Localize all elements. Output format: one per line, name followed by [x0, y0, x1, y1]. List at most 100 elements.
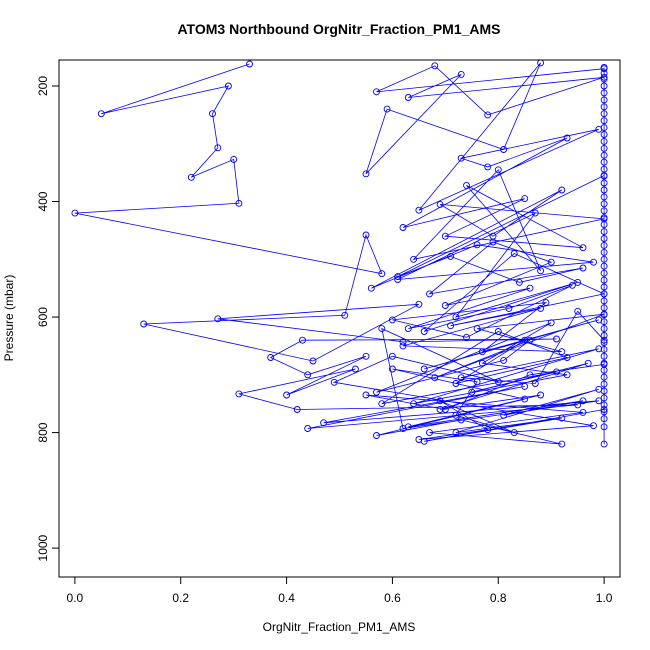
data-point	[590, 258, 597, 266]
data-point	[341, 311, 349, 319]
data-point	[600, 124, 608, 132]
data-point	[600, 387, 608, 395]
data-point	[600, 158, 608, 166]
data-point	[600, 290, 608, 298]
data-point	[600, 89, 608, 97]
data-point	[600, 373, 608, 381]
data-point	[362, 391, 370, 399]
data-point	[547, 258, 555, 266]
data-point	[235, 390, 243, 398]
data-point	[600, 117, 608, 125]
data-point	[378, 270, 386, 278]
data-point	[373, 388, 380, 396]
data-point	[600, 318, 608, 326]
data-point	[553, 368, 560, 376]
data-point	[568, 281, 576, 289]
data-point	[436, 200, 444, 208]
data-point	[500, 356, 508, 364]
data-point	[600, 380, 608, 388]
data-point	[600, 110, 608, 118]
data-point	[600, 144, 608, 152]
data-point	[431, 62, 439, 70]
data-point	[600, 352, 608, 360]
data-point	[494, 328, 502, 335]
data-point	[600, 193, 608, 201]
data-point	[600, 304, 608, 312]
data-point	[521, 336, 529, 344]
data-point	[537, 60, 545, 67]
data-point	[320, 419, 328, 427]
data-point	[436, 397, 444, 405]
data-point	[600, 297, 608, 305]
y-tick-label: 1000	[36, 534, 50, 561]
data-point	[378, 325, 386, 333]
data-point	[600, 200, 608, 208]
data-point	[510, 429, 518, 437]
data-point	[542, 299, 550, 307]
plot-frame	[58, 59, 621, 578]
data-point	[558, 414, 566, 422]
y-axis-label: Pressure (mbar)	[2, 275, 16, 362]
data-point	[214, 144, 222, 152]
data-point	[600, 415, 608, 423]
x-tick-label: 0.0	[67, 591, 84, 605]
data-point	[600, 151, 608, 159]
series-line-1	[365, 62, 606, 405]
data-point	[600, 325, 608, 333]
data-point	[441, 232, 449, 240]
data-point	[558, 440, 566, 448]
data-point	[500, 411, 508, 419]
data-point	[383, 105, 391, 113]
data-point	[399, 338, 407, 346]
data-point	[537, 304, 545, 312]
data-point	[426, 429, 433, 437]
x-tick-label: 0.4	[278, 591, 295, 605]
data-point	[214, 315, 222, 323]
data-point	[521, 395, 529, 403]
data-point	[373, 88, 380, 96]
data-point	[526, 284, 534, 292]
y-tick-label: 600	[36, 307, 50, 327]
data-point	[367, 284, 375, 292]
data-point	[563, 371, 571, 379]
data-point	[600, 131, 608, 138]
data-point	[500, 146, 508, 153]
data-point	[505, 304, 513, 312]
data-point	[447, 252, 455, 260]
data-point	[230, 155, 238, 163]
data-point	[473, 325, 481, 333]
chart-title: ATOM3 Northbound OrgNitr_Fraction_PM1_AM…	[177, 21, 500, 37]
data-point	[457, 416, 465, 424]
data-point	[457, 374, 465, 382]
data-point	[600, 103, 608, 111]
data-point	[410, 255, 418, 263]
data-point	[600, 255, 608, 263]
data-point	[531, 380, 539, 387]
series-line-2	[381, 175, 605, 442]
data-point	[404, 94, 412, 101]
data-point	[563, 134, 571, 142]
data-point	[452, 411, 460, 419]
data-point	[579, 397, 587, 405]
data-point	[209, 110, 216, 118]
data-point	[399, 224, 407, 231]
data-point	[537, 267, 545, 275]
data-point	[600, 394, 608, 402]
data-point	[600, 262, 608, 270]
data-point	[362, 231, 370, 239]
data-point	[590, 422, 597, 430]
data-point	[457, 154, 465, 162]
data-point	[457, 70, 465, 78]
data-point	[436, 406, 444, 413]
data-point	[452, 313, 460, 321]
data-point	[330, 378, 338, 386]
data-point	[478, 348, 486, 356]
data-point	[267, 354, 275, 361]
data-point	[537, 391, 545, 399]
data-point	[574, 307, 582, 315]
data-point	[600, 269, 608, 277]
data-point	[140, 320, 148, 328]
data-point	[600, 339, 608, 346]
data-point	[235, 199, 243, 207]
